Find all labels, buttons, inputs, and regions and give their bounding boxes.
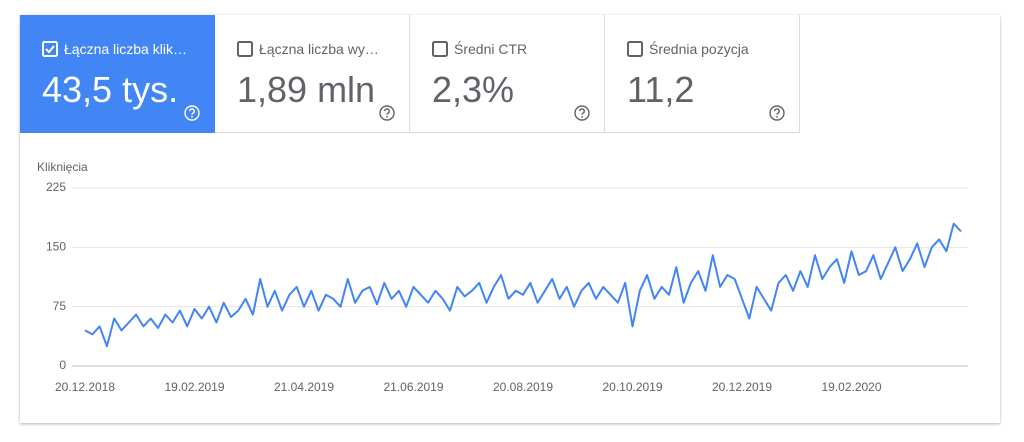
y-tick-label: 150 [46, 240, 66, 254]
metric-value: 43,5 tys. [42, 69, 179, 110]
x-tick-label: 20.08.2019 [493, 380, 553, 394]
metric-label: Łączna liczba wy… [259, 41, 379, 57]
metric-label: Średni CTR [454, 41, 528, 57]
metric-value: 11,2 [627, 69, 695, 110]
y-tick-label: 0 [59, 358, 66, 372]
help-icon[interactable] [379, 105, 395, 121]
x-tick-label: 20.12.2018 [55, 380, 115, 394]
x-tick-label: 21.06.2019 [383, 380, 443, 394]
help-icon[interactable] [769, 105, 785, 121]
y-tick-label: 225 [46, 180, 66, 194]
metric-label: Łączna liczba klik… [64, 41, 187, 57]
x-tick-label: 21.04.2019 [274, 380, 334, 394]
x-tick-label: 20.12.2019 [712, 380, 772, 394]
chart: Kliknięcia 0 75 150 225 20.12.2018 19.02.2019… [37, 160, 968, 394]
metric-value: 2,3% [432, 69, 515, 110]
x-tick-label: 20.10.2019 [602, 380, 662, 394]
data-line [84, 222, 962, 348]
help-icon[interactable] [184, 105, 200, 121]
y-tick-label: 75 [53, 299, 67, 313]
checkbox[interactable] [237, 41, 253, 57]
metric-card[interactable]: Łączna liczba wy… 1,89 mln [215, 15, 410, 133]
x-tick-label: 19.02.2019 [164, 380, 224, 394]
checkbox[interactable] [627, 41, 643, 57]
metric-card[interactable]: Średni CTR 2,3% [410, 15, 605, 133]
checkbox[interactable] [42, 41, 58, 57]
y-axis-title: Kliknięcia [37, 160, 88, 174]
metric-label: Średnia pozycja [649, 41, 749, 57]
metric-card[interactable]: Łączna liczba klik… 43,5 tys. [20, 15, 215, 133]
checkbox[interactable] [432, 41, 448, 57]
help-icon[interactable] [574, 105, 590, 121]
metric-value: 1,89 mln [237, 69, 376, 110]
metric-card[interactable]: Średnia pozycja 11,2 [605, 15, 800, 133]
performance-panel: Łączna liczba klik… 43,5 tys. Łączna liczb… [20, 15, 1000, 423]
x-tick-label: 19.02.2020 [821, 380, 881, 394]
